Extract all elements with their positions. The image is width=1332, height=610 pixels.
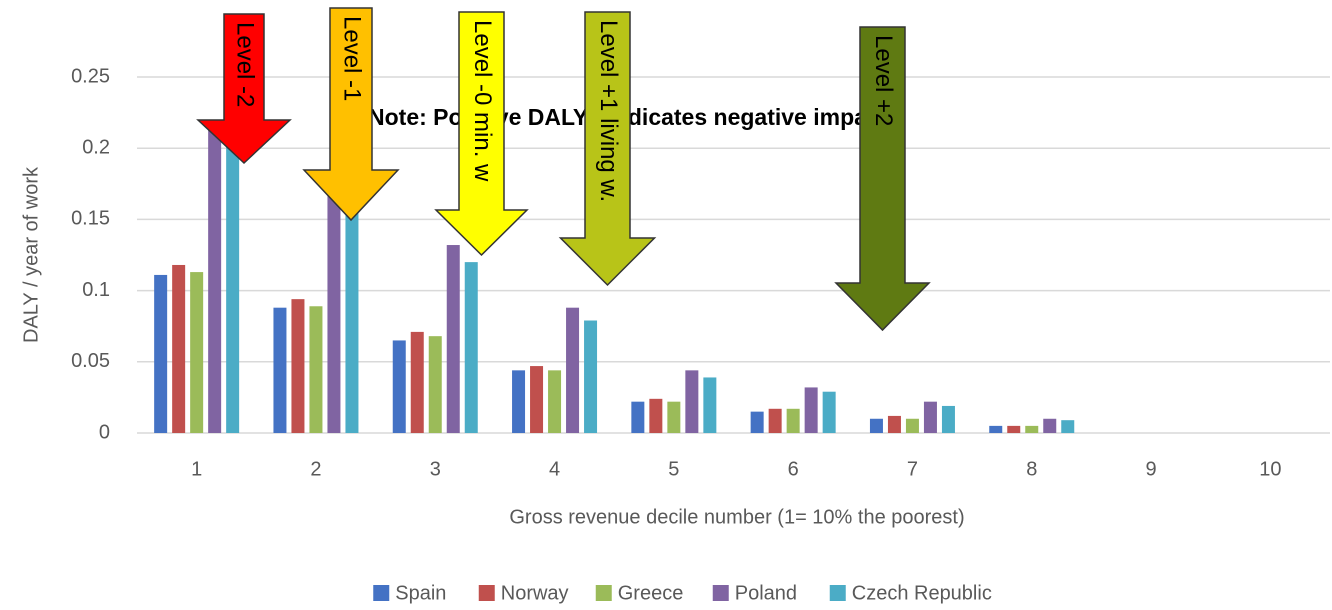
bar xyxy=(1043,418,1057,433)
level-label: Level +2 xyxy=(870,35,897,126)
x-tick-label: 1 xyxy=(191,458,202,480)
bar xyxy=(172,264,186,433)
bar xyxy=(822,391,836,433)
legend: Spain Norway Greece Poland Czech Republic xyxy=(373,582,992,604)
bar xyxy=(273,307,287,433)
bar xyxy=(446,245,460,433)
bar xyxy=(685,370,699,433)
y-tick-label: 0 xyxy=(99,421,110,443)
bar xyxy=(989,425,1003,433)
x-tick-label: 4 xyxy=(549,458,560,480)
bar xyxy=(649,398,663,433)
bar xyxy=(869,418,883,433)
legend-swatch xyxy=(373,585,390,601)
bar xyxy=(464,262,478,433)
bar xyxy=(226,141,240,433)
bar xyxy=(392,340,406,433)
bar xyxy=(1007,425,1021,433)
level-label: Level -0 min. w xyxy=(469,20,496,182)
bar xyxy=(548,370,562,433)
legend-swatch xyxy=(829,585,846,601)
level-label: Level +1 living w. xyxy=(595,20,622,202)
bar xyxy=(786,408,800,433)
arrows: Level -2 Level -1 Level -0 min. w Level +1 … xyxy=(196,7,931,332)
legend-label: Greece xyxy=(618,582,684,604)
bar xyxy=(584,320,598,433)
bar xyxy=(208,126,222,433)
x-tick-label: 6 xyxy=(788,458,799,480)
x-tick-label: 10 xyxy=(1259,458,1281,480)
bar xyxy=(190,272,204,433)
x-tick-label: 5 xyxy=(668,458,679,480)
bar xyxy=(887,415,901,433)
bar xyxy=(566,307,580,433)
bar xyxy=(1025,425,1039,433)
bar xyxy=(154,274,168,433)
y-tick-label: 0.2 xyxy=(82,136,110,158)
bar xyxy=(923,401,937,433)
y-tick-label: 0.05 xyxy=(71,350,110,372)
bar xyxy=(703,377,717,433)
bar xyxy=(631,401,645,433)
bar xyxy=(941,405,955,433)
bar xyxy=(327,183,341,433)
legend-swatch xyxy=(478,585,495,601)
legend-label: Spain xyxy=(395,582,446,604)
x-tick-label: 3 xyxy=(430,458,441,480)
level-arrow xyxy=(196,13,292,165)
bar xyxy=(410,331,424,433)
bar xyxy=(345,205,359,433)
level-arrow xyxy=(834,26,931,332)
bar xyxy=(1061,420,1075,433)
legend-swatch xyxy=(712,585,729,601)
level-arrow xyxy=(558,11,657,287)
legend-swatch xyxy=(595,585,612,601)
bar xyxy=(750,411,764,433)
bar xyxy=(291,299,305,433)
bar xyxy=(428,336,442,433)
bar xyxy=(768,408,782,433)
x-tick-label: 7 xyxy=(907,458,918,480)
level-label: Level -2 xyxy=(232,22,259,107)
x-tick-label: 9 xyxy=(1145,458,1156,480)
bar xyxy=(512,370,526,433)
level-arrow xyxy=(302,7,400,222)
bar xyxy=(667,401,681,433)
note: Note: Positive DALYs indicates negative … xyxy=(368,104,907,130)
bar xyxy=(804,387,818,433)
bar xyxy=(309,306,323,433)
y-tick-label: 0.15 xyxy=(71,208,110,230)
level-label: Level -1 xyxy=(339,16,366,101)
level-arrow xyxy=(434,11,529,257)
x-tick-label: 8 xyxy=(1026,458,1037,480)
x-tick-label: 2 xyxy=(310,458,321,480)
legend-label: Poland xyxy=(735,582,797,604)
bar xyxy=(905,418,919,433)
legend-label: Czech Republic xyxy=(852,582,992,604)
y-tick-label: 0.25 xyxy=(71,65,110,87)
y-tick-label: 0.1 xyxy=(82,279,110,301)
y-axis-label: DALY / year of work xyxy=(20,166,42,343)
bar xyxy=(530,366,544,433)
bars xyxy=(154,126,1075,433)
x-axis-label: Gross revenue decile number (1= 10% the … xyxy=(509,506,964,528)
legend-label: Norway xyxy=(501,582,569,604)
